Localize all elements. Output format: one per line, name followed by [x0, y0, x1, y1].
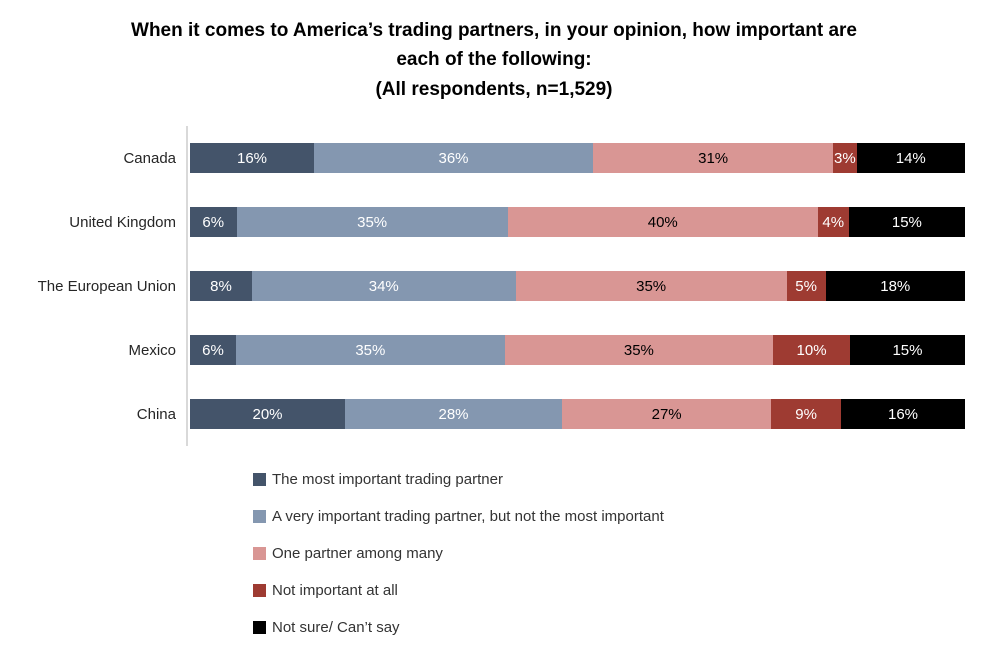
chart-row: China 20% 28% 27% 9% 16%	[0, 382, 988, 446]
bar-segment: 18%	[825, 271, 965, 301]
legend-item: Not sure/ Can’t say	[253, 616, 664, 638]
chart-legend: The most important trading partner A very…	[253, 468, 664, 653]
legend-item: One partner among many	[253, 542, 664, 564]
bar-segment: 34%	[252, 271, 516, 301]
legend-swatch-icon	[253, 620, 266, 634]
bar-segment: 27%	[562, 399, 772, 429]
bar-segment: 8%	[190, 271, 252, 301]
bar-segment: 40%	[507, 207, 818, 237]
chart-title-line-3: (All respondents, n=1,529)	[375, 78, 613, 100]
bar-segment: 15%	[848, 207, 965, 237]
chart-row: The European Union 8% 34% 35% 5% 18%	[0, 254, 988, 318]
legend-swatch-icon	[253, 583, 266, 597]
legend-label: A very important trading partner, but no…	[272, 507, 664, 525]
bar-segment: 10%	[773, 335, 850, 365]
legend-swatch-icon	[253, 546, 266, 560]
bar-segment: 16%	[190, 143, 314, 173]
chart-row: Canada 16% 36% 31% 3% 14%	[0, 126, 988, 190]
legend-swatch-icon	[253, 509, 266, 523]
bar-segment: 5%	[786, 271, 826, 301]
bar-segment: 35%	[236, 207, 508, 237]
legend-label: One partner among many	[272, 544, 443, 562]
legend-item: A very important trading partner, but no…	[253, 505, 664, 527]
stacked-bar-chart: Canada 16% 36% 31% 3% 14% United Kingdom 6% 35% 4…	[0, 126, 988, 446]
stacked-bar: 8% 34% 35% 5% 18%	[190, 271, 965, 301]
stacked-bar: 20% 28% 27% 9% 16%	[190, 399, 965, 429]
category-label: United Kingdom	[0, 190, 188, 254]
bar-segment: 36%	[314, 143, 593, 173]
bar-segment: 15%	[849, 335, 965, 365]
bar-segment: 31%	[593, 143, 834, 173]
stacked-bar: 6% 35% 40% 4% 15%	[190, 207, 965, 237]
legend-label: Not important at all	[272, 581, 398, 599]
category-label: Canada	[0, 126, 188, 190]
chart-title-line-2: each of the following:	[396, 49, 592, 71]
bar-segment: 35%	[504, 335, 774, 365]
bar-segment: 35%	[515, 271, 787, 301]
bar-segment: 16%	[841, 399, 965, 429]
bar-segment: 6%	[190, 207, 237, 237]
bar-segment: 9%	[771, 399, 841, 429]
stacked-bar: 16% 36% 31% 3% 14%	[190, 143, 965, 173]
bar-segment: 20%	[190, 399, 345, 429]
category-label: China	[0, 382, 188, 446]
category-label: The European Union	[0, 254, 188, 318]
legend-item: Not important at all	[253, 579, 664, 601]
bar-segment: 4%	[817, 207, 849, 237]
bar-segment: 35%	[236, 335, 505, 365]
legend-item: The most important trading partner	[253, 468, 664, 490]
bar-segment: 6%	[190, 335, 237, 365]
legend-swatch-icon	[253, 472, 266, 486]
stacked-bar: 6% 35% 35% 10% 15%	[190, 335, 965, 365]
bar-segment: 3%	[833, 143, 857, 173]
chart-title-line-1: When it comes to America’s trading partn…	[131, 20, 857, 41]
legend-label: The most important trading partner	[272, 470, 503, 488]
chart-row: United Kingdom 6% 35% 40% 4% 15%	[0, 190, 988, 254]
chart-title: When it comes to America’s trading partn…	[0, 16, 988, 104]
bar-segment: 28%	[345, 399, 562, 429]
chart-row: Mexico 6% 35% 35% 10% 15%	[0, 318, 988, 382]
category-label: Mexico	[0, 318, 188, 382]
legend-label: Not sure/ Can’t say	[272, 618, 400, 636]
bar-segment: 14%	[856, 143, 965, 173]
